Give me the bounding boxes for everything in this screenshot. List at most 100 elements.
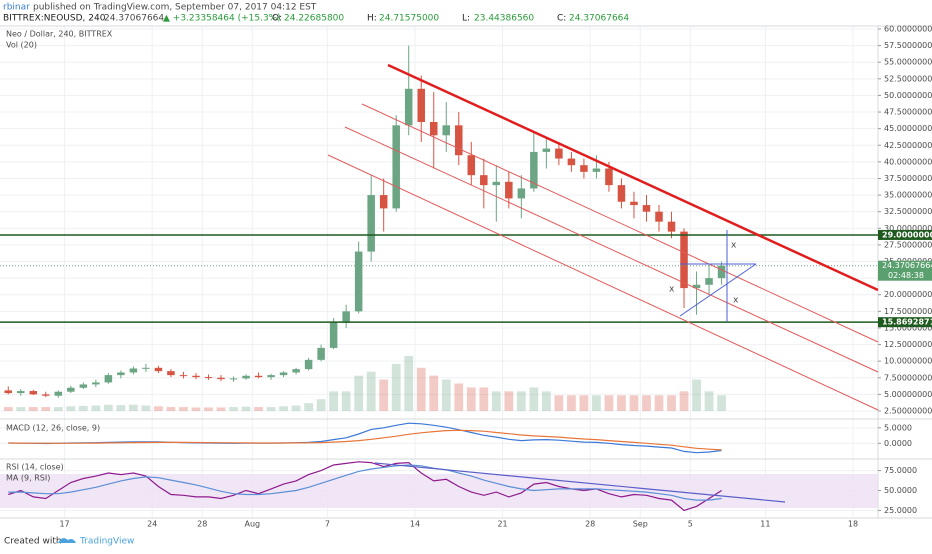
y-tick-label: 50.0000 xyxy=(884,486,917,495)
candle-body xyxy=(242,375,250,379)
candle-body xyxy=(317,347,325,360)
labels: 17 24 28 Aug 7 14 21 28 Sep 5 11 18 60.00000000 57.50… xyxy=(59,25,932,529)
x-tick-label: 17 xyxy=(59,520,69,529)
candle-body xyxy=(480,175,488,186)
x-tick-label: 7 xyxy=(325,520,330,529)
candle-body xyxy=(680,231,688,289)
x-tick-label: 21 xyxy=(497,520,507,529)
y-tick-label: 37.50000000 xyxy=(884,174,932,183)
candle-body xyxy=(655,211,663,222)
marker-x: x xyxy=(669,285,675,295)
channel-line xyxy=(327,154,879,411)
volume-bar xyxy=(454,383,464,411)
candle-body xyxy=(129,368,138,373)
ohlc-value: 24.71575000 xyxy=(379,14,439,24)
x-tick-label: Sep xyxy=(633,520,648,529)
candle-body xyxy=(367,195,375,252)
volume-bar xyxy=(441,379,451,411)
y-tick-label: 55.00000000 xyxy=(884,58,932,67)
channel-line xyxy=(344,126,879,373)
y-tick-label: 20.00000000 xyxy=(884,290,932,299)
countdown: 02:48:38 xyxy=(888,271,924,280)
y-tick-label: 47.50000000 xyxy=(884,108,932,117)
volume-bar xyxy=(617,395,626,411)
last-price-label: 24.37067664 xyxy=(882,261,932,270)
volume-bar xyxy=(179,407,188,411)
volume-bar xyxy=(91,405,101,411)
candle-body xyxy=(379,195,388,209)
indicator-line xyxy=(8,422,722,454)
y-tick-label: 32.50000000 xyxy=(884,207,932,216)
candle-body xyxy=(292,369,300,373)
candle-body xyxy=(605,168,613,186)
triangle-line xyxy=(679,263,757,317)
candle-body xyxy=(104,375,113,383)
y-tick-label: 2.50000000 xyxy=(884,407,932,416)
candle-body xyxy=(142,367,150,369)
candle-body xyxy=(717,265,726,279)
footer-brand[interactable]: TradingView xyxy=(79,537,134,547)
macd-title: MACD (12, 26, close, 9) xyxy=(6,424,100,433)
candle-body xyxy=(580,165,588,172)
ohlc-value: 23.44386560 xyxy=(474,14,534,24)
level-tag xyxy=(878,229,932,240)
volume-bar xyxy=(479,387,489,411)
volume-bar xyxy=(241,406,251,411)
y-tick-label: 75.0000 xyxy=(884,466,917,475)
y-tick-label: 30.00000000 xyxy=(884,224,932,233)
volume-bar xyxy=(604,395,614,411)
candle-body xyxy=(342,311,350,323)
ohlc-label: H: xyxy=(367,14,377,24)
volume-bar xyxy=(692,379,701,411)
candle-body xyxy=(79,384,88,388)
volume-bar xyxy=(654,395,664,411)
candle-body xyxy=(267,375,275,378)
ohlc: O: 24.22685800 H: 24.71575000 L: 23.44386560 C… xyxy=(272,14,629,24)
change: ▲ +3.23358464 (+15.3%) xyxy=(163,14,281,24)
channel-line xyxy=(361,103,879,343)
x-tick-label: 24 xyxy=(147,520,157,529)
volume-bar xyxy=(66,406,76,411)
author[interactable]: rbinar xyxy=(3,3,30,13)
x-tick-label: 11 xyxy=(760,520,770,529)
candle-body xyxy=(279,372,288,376)
volume-bar xyxy=(667,395,676,411)
volume-bar xyxy=(229,407,238,411)
last-price-tag xyxy=(878,260,932,281)
volume-bar xyxy=(504,391,514,411)
candle-body xyxy=(329,322,338,348)
volume-bar xyxy=(216,407,226,411)
volume-bar xyxy=(629,395,639,411)
y-tick-label: 27.50000000 xyxy=(884,240,932,249)
candle-body xyxy=(17,391,25,394)
volume-bar xyxy=(141,405,151,411)
volume-bar xyxy=(679,391,689,411)
volume-bar xyxy=(429,375,439,411)
y-tick-label: 5.00000000 xyxy=(884,390,932,399)
y-tick-label: 50.00000000 xyxy=(884,91,932,100)
candle-body xyxy=(54,391,63,396)
volume-bar xyxy=(191,407,201,411)
volume-bar xyxy=(266,407,276,411)
candle-body xyxy=(705,278,713,285)
y-tick-label: 52.50000000 xyxy=(884,74,932,83)
volume-bar xyxy=(592,395,601,411)
candle-body xyxy=(117,372,125,376)
volume-bar xyxy=(154,406,163,411)
candle-body xyxy=(204,377,213,379)
y-tick-label: 40.00000000 xyxy=(884,157,932,166)
candle-body xyxy=(467,155,476,176)
volume-bar xyxy=(41,407,51,411)
logo xyxy=(58,538,76,543)
level-tag xyxy=(878,317,932,328)
volume-bar xyxy=(129,404,138,411)
candle-body xyxy=(429,122,438,136)
volume-bar xyxy=(579,395,589,411)
drawings: x x x xyxy=(327,63,879,503)
y-tick-label: 5.0000 xyxy=(884,423,912,432)
grid xyxy=(0,26,878,518)
volume-bar xyxy=(516,391,526,411)
volume-bar xyxy=(717,395,726,411)
